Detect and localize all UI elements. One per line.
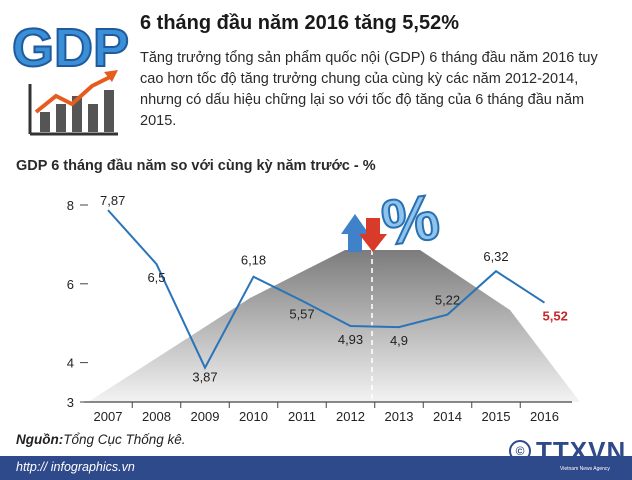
data-label: 6,18 [241,253,266,268]
gdp-line-chart: % 3 4 6 8 2007 2008 2009 2010 2011 2012 2013 2014 20… [0,180,632,430]
data-label: 4,93 [338,332,363,347]
data-label: 5,57 [289,307,314,322]
x-tick-label: 2015 [482,409,511,424]
growth-bars-icon [30,70,118,134]
data-label: 6,5 [147,270,165,285]
chart-title: GDP 6 tháng đầu năm so với cùng kỳ năm t… [16,158,376,174]
data-label: 7,87 [100,193,125,208]
source-note: Nguồn:Tổng Cục Thống kê. [16,432,186,447]
x-tick-label: 2007 [94,409,123,424]
x-tick-label: 2012 [336,409,365,424]
x-tick-label: 2011 [288,409,316,424]
page-description: Tăng trưởng tổng sản phẩm quốc nội (GDP)… [140,48,620,132]
x-tick-label: 2014 [433,409,462,424]
gdp-logo-text: GDP [12,18,129,78]
x-tick-label: 2009 [191,409,220,424]
data-label: 6,32 [483,249,508,264]
gdp-logo: GDP [8,8,138,138]
data-label: 5,22 [435,293,460,308]
x-tick-label: 2008 [142,409,171,424]
percent-sign-icon: % [377,180,443,259]
footer-link[interactable]: http:// infographics.vn [16,460,135,474]
source-label: Nguồn: [16,432,63,447]
data-label: 5,52 [543,309,568,324]
data-label: 4,9 [390,333,408,348]
agency-logo: TTXVN [536,436,626,467]
copyright-icon: © [509,440,531,462]
up-arrow-icon [341,214,369,252]
x-tick-label: 2010 [239,409,268,424]
x-tick-label: 2013 [385,409,414,424]
x-tick-label: 2016 [530,409,559,424]
y-tick-label: 3 [67,395,74,410]
source-value: Tổng Cục Thống kê. [63,432,185,447]
y-tick-label: 4 [67,356,74,371]
data-label: 3,87 [192,370,217,385]
page-title: 6 tháng đầu năm 2016 tăng 5,52% [140,12,459,35]
y-tick-label: 8 [67,198,74,213]
agency-subtitle: Vietnam News Agency [560,466,610,472]
y-tick-label: 6 [67,277,74,292]
